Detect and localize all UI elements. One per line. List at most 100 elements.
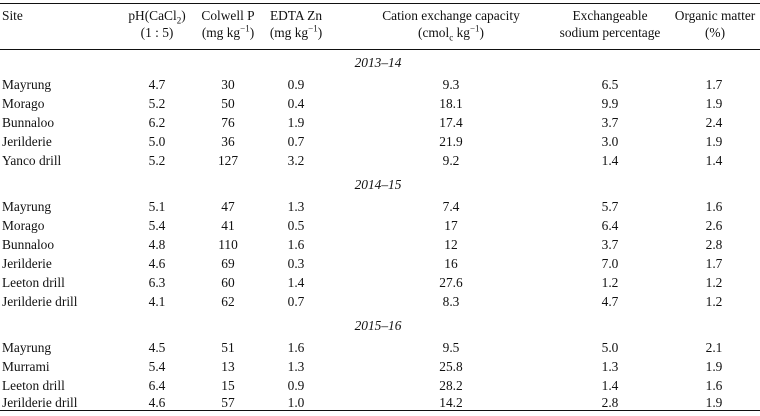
cell-ph: 6.4 bbox=[148, 378, 166, 393]
cell-organic-matter: 1.7 bbox=[705, 256, 723, 271]
cell-esp: 1.3 bbox=[601, 359, 619, 374]
table-bottom-rule bbox=[0, 410, 760, 411]
cell-esp: 3.7 bbox=[601, 237, 619, 252]
cell-edta-zn: 0.4 bbox=[287, 96, 305, 111]
cell-ph: 6.2 bbox=[148, 115, 166, 130]
cell-cec: 12 bbox=[444, 237, 458, 252]
cell-edta-zn: 0.9 bbox=[287, 77, 305, 92]
cell-colwell-p: 76 bbox=[221, 115, 235, 130]
table-row-site: Murrami bbox=[2, 359, 50, 374]
cell-edta-zn: 1.4 bbox=[287, 275, 305, 290]
cell-cec: 25.8 bbox=[439, 359, 463, 374]
table-row-site: Leeton drill bbox=[2, 275, 65, 290]
cell-organic-matter: 2.4 bbox=[705, 115, 723, 130]
table-row-site: Bunnaloo bbox=[2, 115, 55, 130]
cell-ph: 4.5 bbox=[148, 340, 166, 355]
cell-colwell-p: 127 bbox=[217, 153, 239, 168]
table-top-rule bbox=[0, 3, 760, 4]
cell-cec: 9.3 bbox=[442, 77, 460, 92]
cell-colwell-p: 69 bbox=[221, 256, 235, 271]
cell-esp: 6.4 bbox=[601, 218, 619, 233]
cell-edta-zn: 1.9 bbox=[287, 115, 305, 130]
table-row-site: Jerilderie bbox=[2, 256, 52, 271]
cell-edta-zn: 1.0 bbox=[287, 395, 305, 410]
cell-organic-matter: 1.7 bbox=[705, 77, 723, 92]
cell-esp: 3.0 bbox=[601, 134, 619, 149]
section-label-2013-14: 2013–14 bbox=[354, 55, 402, 70]
table-row-site: Mayrung bbox=[2, 77, 52, 92]
cell-colwell-p: 57 bbox=[221, 395, 235, 410]
cell-ph: 4.6 bbox=[148, 395, 166, 410]
cell-organic-matter: 1.9 bbox=[705, 359, 723, 374]
cell-esp: 7.0 bbox=[601, 256, 619, 271]
cell-ph: 4.6 bbox=[148, 256, 166, 271]
cell-colwell-p: 60 bbox=[221, 275, 235, 290]
cell-organic-matter: 1.6 bbox=[705, 199, 723, 214]
cell-colwell-p: 62 bbox=[221, 294, 235, 309]
cell-cec: 17.4 bbox=[439, 115, 463, 130]
cell-ph: 5.4 bbox=[148, 359, 166, 374]
cell-organic-matter: 1.9 bbox=[705, 96, 723, 111]
cell-colwell-p: 15 bbox=[221, 378, 235, 393]
cell-edta-zn: 3.2 bbox=[287, 153, 305, 168]
cell-cec: 7.4 bbox=[442, 199, 460, 214]
cell-edta-zn: 0.7 bbox=[287, 134, 305, 149]
cell-organic-matter: 1.9 bbox=[705, 395, 723, 410]
cell-colwell-p: 50 bbox=[221, 96, 235, 111]
table-row-site: Mayrung bbox=[2, 340, 52, 355]
cell-edta-zn: 0.3 bbox=[287, 256, 305, 271]
header-site: Site bbox=[2, 8, 23, 23]
cell-edta-zn: 0.5 bbox=[287, 218, 305, 233]
table-row-site: Bunnaloo bbox=[2, 237, 55, 252]
cell-esp: 3.7 bbox=[601, 115, 619, 130]
table-row-site: Mayrung bbox=[2, 199, 52, 214]
cell-cec: 16 bbox=[444, 256, 458, 271]
cell-ph: 4.8 bbox=[148, 237, 166, 252]
cell-ph: 5.1 bbox=[148, 199, 166, 214]
cell-ph: 4.1 bbox=[148, 294, 166, 309]
cell-organic-matter: 1.4 bbox=[705, 153, 723, 168]
cell-edta-zn: 1.3 bbox=[287, 199, 305, 214]
cell-esp: 1.4 bbox=[601, 378, 619, 393]
cell-organic-matter: 2.8 bbox=[705, 237, 723, 252]
cell-organic-matter: 1.9 bbox=[705, 134, 723, 149]
cell-ph: 6.3 bbox=[148, 275, 166, 290]
cell-cec: 8.3 bbox=[442, 294, 460, 309]
cell-cec: 17 bbox=[444, 218, 458, 233]
cell-cec: 18.1 bbox=[439, 96, 463, 111]
cell-cec: 9.2 bbox=[442, 153, 460, 168]
cell-edta-zn: 1.6 bbox=[287, 340, 305, 355]
cell-colwell-p: 41 bbox=[221, 218, 235, 233]
cell-colwell-p: 110 bbox=[218, 237, 238, 252]
header-cec: Cation exchange capacity (cmolc kg−1) bbox=[382, 8, 520, 43]
cell-cec: 28.2 bbox=[439, 378, 463, 393]
cell-esp: 1.2 bbox=[601, 275, 619, 290]
cell-esp: 2.8 bbox=[601, 395, 619, 410]
cell-colwell-p: 51 bbox=[221, 340, 235, 355]
section-label-2015-16: 2015–16 bbox=[354, 318, 402, 333]
table-row-site: Leeton drill bbox=[2, 378, 65, 393]
cell-organic-matter: 1.2 bbox=[705, 275, 723, 290]
header-ph: pH(CaCl2) (1 : 5) bbox=[128, 8, 186, 40]
table-row-site: Morago bbox=[2, 96, 45, 111]
cell-edta-zn: 1.3 bbox=[287, 359, 305, 374]
header-esp: Exchangeable sodium percentage bbox=[559, 8, 661, 40]
cell-organic-matter: 2.6 bbox=[705, 218, 723, 233]
header-colwell-p: Colwell P (mg kg−1) bbox=[201, 8, 255, 40]
cell-colwell-p: 30 bbox=[221, 77, 235, 92]
cell-edta-zn: 0.7 bbox=[287, 294, 305, 309]
cell-organic-matter: 2.1 bbox=[705, 340, 723, 355]
table-row-site: Morago bbox=[2, 218, 45, 233]
cell-ph: 5.2 bbox=[148, 96, 166, 111]
cell-ph: 5.2 bbox=[148, 153, 166, 168]
table-header-rule bbox=[0, 49, 760, 50]
header-edta-zn: EDTA Zn (mg kg−1) bbox=[269, 8, 323, 40]
table-row-site: Yanco drill bbox=[2, 153, 62, 168]
cell-esp: 5.7 bbox=[601, 199, 619, 214]
cell-colwell-p: 36 bbox=[221, 134, 235, 149]
cell-cec: 27.6 bbox=[439, 275, 463, 290]
cell-cec: 9.5 bbox=[442, 340, 460, 355]
cell-cec: 14.2 bbox=[439, 395, 463, 410]
header-organic-matter: Organic matter (%) bbox=[674, 8, 756, 40]
cell-esp: 4.7 bbox=[601, 294, 619, 309]
